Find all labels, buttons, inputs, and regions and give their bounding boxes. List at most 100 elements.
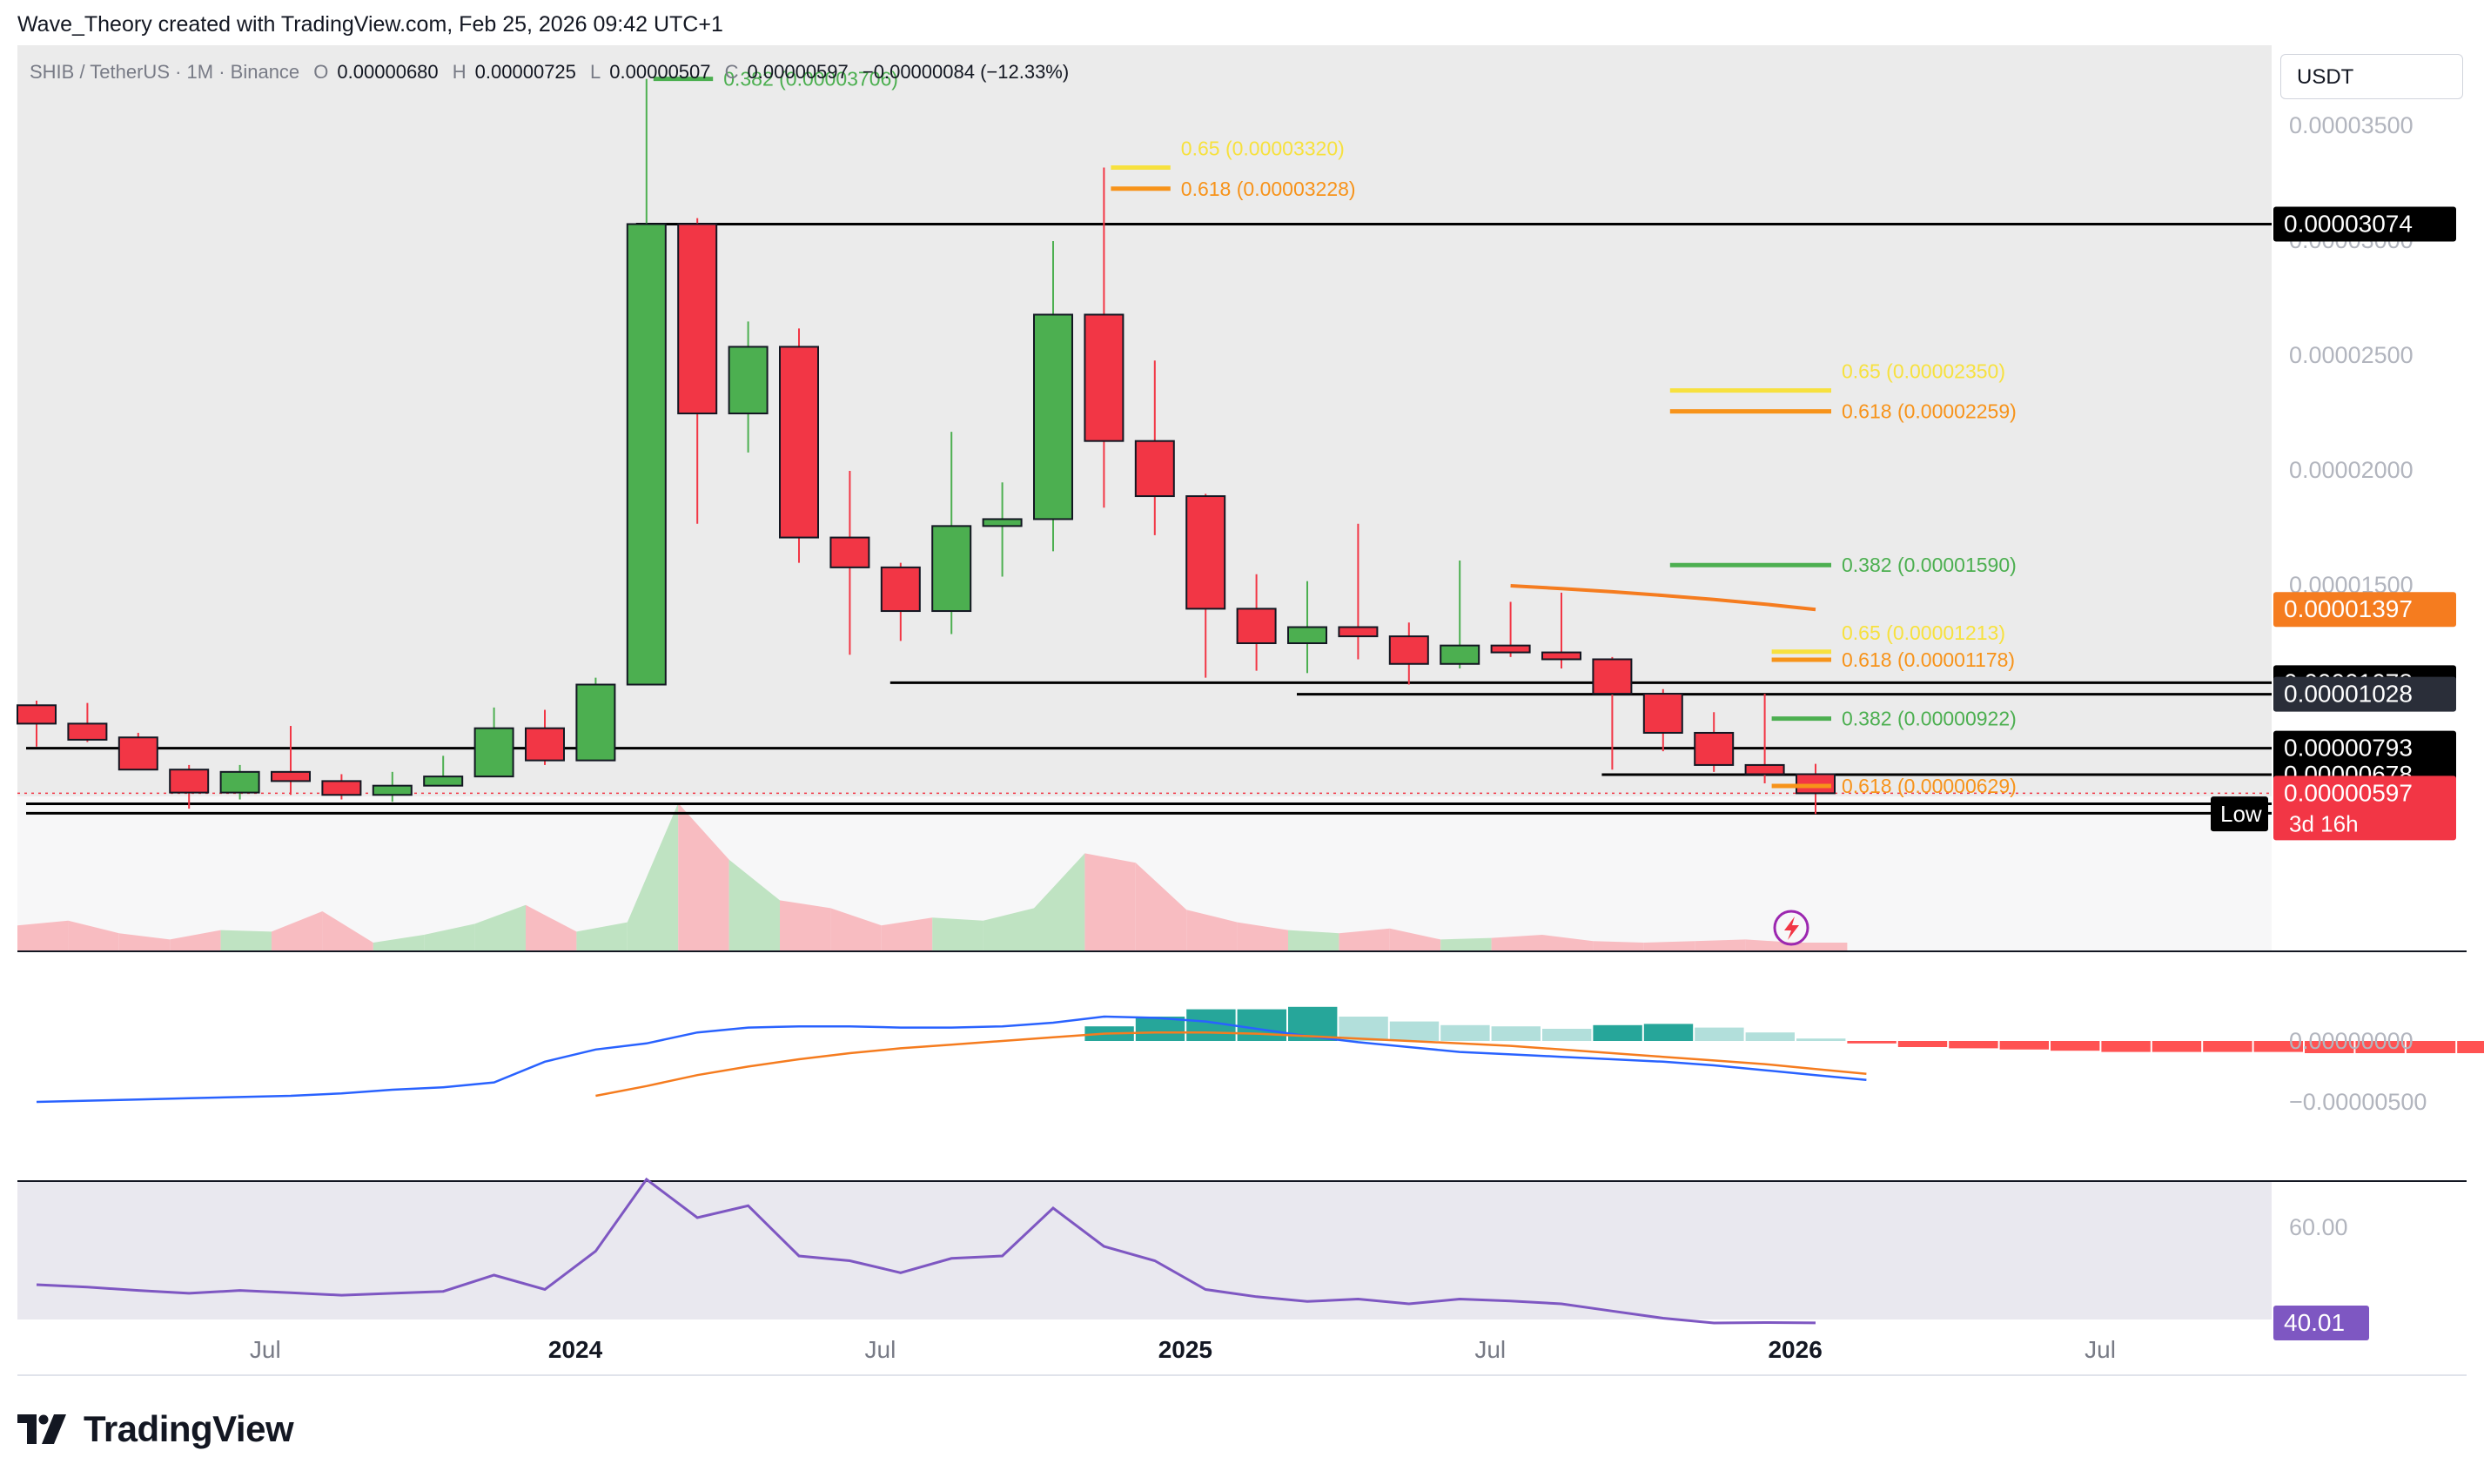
fib-level-label: 0.618 (0.00001178) (1842, 648, 2015, 671)
candle-body (982, 518, 1023, 527)
rsi-layer: 60.00 40.01 (36, 1177, 2369, 1340)
macd-histogram-bar (1847, 1041, 1897, 1044)
price-label-box (2273, 676, 2456, 712)
ema-line (1510, 584, 1816, 612)
fib-level-label: 0.65 (0.00002350) (1842, 360, 2005, 383)
macd-histogram-bar (1695, 1027, 1744, 1041)
candle (1134, 360, 1175, 535)
price-label: 0.00000793 (2284, 735, 2413, 762)
macd-histogram-bar (1593, 1024, 1642, 1041)
candle-body (1338, 626, 1379, 638)
price-label-box (2273, 206, 2456, 242)
current-price-label-box (2273, 776, 2456, 841)
lightning-alert-icon[interactable] (1773, 910, 1809, 946)
candle-body (626, 223, 667, 686)
tradingview-brand[interactable]: TradingView (17, 1405, 294, 1454)
candle (1338, 523, 1379, 660)
rsi-value-label-box (2273, 1305, 2369, 1340)
fib-level-label: 0.65 (0.00003320) (1181, 138, 1345, 160)
volume-segment (1339, 928, 1390, 950)
volume-segment (1440, 937, 1492, 950)
open-label: O (313, 61, 329, 83)
candle-body (1033, 313, 1073, 520)
candle (117, 732, 158, 771)
candle (829, 471, 870, 655)
candle (728, 321, 769, 453)
candle (931, 432, 972, 635)
macd-histogram-bar (1542, 1029, 1592, 1041)
macd-pane-background (17, 952, 2272, 1180)
candle (1033, 241, 1073, 552)
time-axis-tick: 2024 (548, 1336, 603, 1363)
candle (677, 218, 718, 524)
time-axis-tick: 2025 (1158, 1336, 1212, 1363)
currency-selector[interactable]: USDT (2280, 54, 2463, 99)
macd-histogram-bar (2101, 1041, 2151, 1052)
macd-histogram-bar (2051, 1041, 2100, 1051)
candle-body (728, 346, 769, 414)
bar-countdown-label: 3d 16h (2289, 810, 2359, 836)
macd-axis-tick: 0.00000000 (2289, 1028, 2414, 1054)
candle (525, 709, 565, 765)
volume-segment (1135, 863, 1187, 950)
volume-segment (1389, 928, 1441, 950)
rsi-pane-background (17, 1182, 2272, 1319)
volume-layer (17, 802, 1848, 950)
candle (1541, 592, 1581, 669)
candle-body (931, 525, 972, 613)
tradingview-logo-icon (17, 1414, 66, 1444)
macd-histogram-bar (1643, 1024, 1694, 1041)
volume-segment (526, 904, 577, 950)
price-label-box (2273, 592, 2456, 628)
signal-line (595, 1031, 1867, 1098)
price-label-box (2273, 730, 2456, 766)
candle-body (1185, 495, 1226, 610)
candle-body (1744, 763, 1785, 776)
candle-body (1490, 644, 1531, 654)
macd-histogram-bar (2253, 1041, 2303, 1052)
volume-segment (881, 917, 933, 950)
macd-histogram-bar (1339, 1017, 1388, 1041)
ema-layer (1510, 584, 1816, 612)
macd-line (36, 1015, 1867, 1104)
candle-body (67, 722, 108, 741)
candle-body (473, 727, 514, 778)
macd-histogram-bar (2355, 1041, 2405, 1053)
volume-segment (474, 904, 526, 950)
symbol-name[interactable]: SHIB / TetherUS · 1M · Binance (30, 61, 300, 83)
candle-body (117, 736, 158, 771)
candle-body (779, 346, 819, 539)
volume-segment (118, 933, 171, 950)
change-value: −0.00000084 (−12.33%) (862, 61, 1070, 83)
candle (575, 677, 616, 762)
macd-histogram-bar (2305, 1041, 2354, 1053)
candle (1796, 763, 1836, 815)
volume-segment (678, 802, 729, 950)
chart-credit: Wave_Theory created with TradingView.com… (17, 12, 723, 37)
fib-level-label: 0.618 (0.00000629) (1842, 775, 2017, 797)
current-price-label: 0.00000597 (2284, 779, 2413, 806)
candle-body (1287, 626, 1327, 645)
time-axis-tick: Jul (865, 1336, 896, 1363)
volume-segment (1796, 943, 1848, 950)
high-label: H (452, 61, 467, 83)
candle-body (169, 769, 210, 794)
volume-segment (424, 923, 475, 950)
candle (1642, 688, 1683, 752)
time-axis-layer: Jul 2024 Jul 2025 Jul 2026 Jul (250, 1336, 2116, 1363)
candle (1388, 622, 1429, 685)
price-label: 0.00001397 (2284, 595, 2413, 622)
volume-segment (576, 922, 628, 950)
volume-segment (17, 920, 69, 950)
rsi-value-label: 40.01 (2284, 1309, 2345, 1336)
volume-segment (1542, 935, 1594, 950)
fib-level-label: 0.382 (0.00000922) (1842, 708, 2017, 730)
candle (1694, 712, 1735, 772)
volume-segment (1034, 853, 1085, 950)
candle-body (271, 770, 311, 782)
volume-segment (1643, 941, 1695, 950)
candle-body (880, 566, 921, 613)
volume-segment (983, 908, 1034, 950)
macd-histogram-bar (1999, 1041, 2049, 1050)
